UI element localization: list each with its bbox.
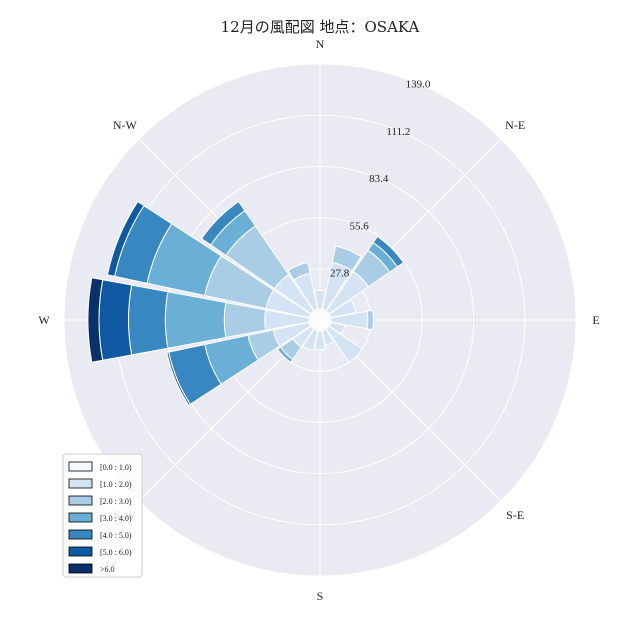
direction-label-n-e: N-E bbox=[505, 118, 525, 132]
legend-swatch bbox=[68, 461, 93, 472]
bar-wsw-bin-5 bbox=[166, 351, 191, 406]
legend-entry-label: [3.0 : 4.0) bbox=[100, 514, 132, 523]
legend-entry-label: [1.0 : 2.0) bbox=[100, 480, 132, 489]
bar-ese-bin-1 bbox=[328, 321, 346, 335]
bar-se-bin-1 bbox=[325, 325, 364, 364]
bar-sw-bin-3 bbox=[276, 346, 294, 364]
bar-ssw-bin-1 bbox=[302, 328, 319, 352]
legend-entry-label: >6.0 bbox=[100, 565, 115, 574]
direction-label-s: S bbox=[317, 589, 324, 603]
direction-label-s-e: S-E bbox=[506, 508, 524, 522]
direction-label-n-w: N-W bbox=[113, 118, 138, 132]
radial-tick-label: 55.6 bbox=[350, 220, 370, 232]
direction-label-n: N bbox=[316, 37, 325, 51]
bar-s-bin-1 bbox=[314, 330, 326, 350]
legend-swatch bbox=[68, 512, 93, 523]
bar-w-bin-6 bbox=[87, 277, 104, 363]
radial-tick-label: 111.2 bbox=[386, 126, 410, 138]
radial-tick-label: 27.8 bbox=[330, 268, 350, 280]
radial-tick-label: 83.4 bbox=[369, 173, 389, 185]
legend-swatch bbox=[68, 546, 93, 557]
bar-wnw-bin-5 bbox=[106, 200, 145, 277]
legend-entry-label: [2.0 : 3.0) bbox=[100, 497, 132, 506]
bar-nnw-bin-2 bbox=[287, 261, 311, 281]
legend-swatch bbox=[68, 563, 93, 574]
bar-sse-bin-1 bbox=[321, 328, 335, 346]
legend-entry-label: [4.0 : 5.0) bbox=[100, 531, 132, 540]
radial-tick-label: 139.0 bbox=[406, 78, 431, 90]
legend-swatch bbox=[68, 529, 93, 540]
bar-ene-bin-1 bbox=[328, 299, 357, 319]
bar-nw-bin-4 bbox=[200, 200, 246, 246]
direction-label-e: E bbox=[592, 313, 599, 327]
legend-entry-label: [0.0 : 1.0) bbox=[100, 463, 132, 472]
legend-swatch bbox=[68, 495, 93, 506]
bar-w-bin-4 bbox=[128, 284, 169, 356]
legend-entry-label: [5.0 : 6.0) bbox=[100, 548, 132, 557]
legend: [0.0 : 1.0) [1.0 : 2.0) [2.0 : 3.0) [3.0 : … bbox=[62, 453, 143, 578]
bar-n-bin-1 bbox=[314, 290, 326, 310]
bar-nne-bin-2 bbox=[331, 245, 362, 272]
bar-ne-bin-4 bbox=[372, 235, 405, 268]
direction-label-w: W bbox=[38, 313, 50, 327]
bar-e-bin-2 bbox=[366, 309, 374, 331]
chart-title: 12月の風配図 地点：OSAKA bbox=[221, 18, 420, 36]
bar-w-bin-5 bbox=[98, 279, 133, 361]
legend-swatch bbox=[68, 478, 93, 489]
